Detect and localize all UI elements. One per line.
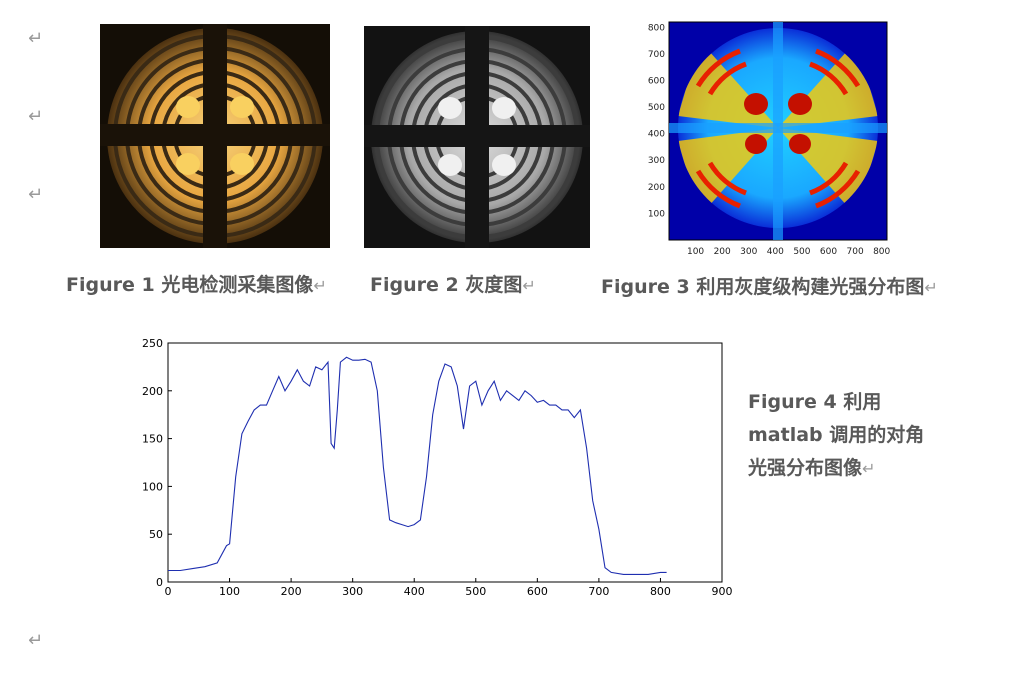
figure1-caption: Figure 1 光电检测采集图像↵ bbox=[66, 274, 327, 296]
y-tick-label: 50 bbox=[149, 528, 163, 541]
figure1-image bbox=[100, 24, 330, 248]
y-tick-label: 600 bbox=[648, 76, 665, 86]
paragraph-mark: ↵ bbox=[28, 630, 44, 651]
x-tick-label: 0 bbox=[165, 585, 172, 598]
figure4-caption-line: Figure 4 利用 bbox=[748, 391, 882, 413]
x-tick-label: 500 bbox=[465, 585, 486, 598]
figure3-heatmap: 100 200 300 400 500 600 700 800 100 200 300 400 500… bbox=[648, 21, 891, 257]
y-tick-label: 200 bbox=[648, 183, 665, 193]
x-tick-label: 400 bbox=[404, 585, 425, 598]
y-tick-label: 150 bbox=[142, 433, 163, 446]
figure3-caption: Figure 3 利用灰度级构建光强分布图↵ bbox=[601, 276, 938, 298]
y-tick-label: 800 bbox=[648, 23, 665, 33]
y-tick-label: 700 bbox=[648, 50, 665, 60]
x-tick-label: 400 bbox=[767, 247, 784, 257]
x-tick-label: 600 bbox=[820, 247, 837, 257]
x-tick-label: 500 bbox=[793, 247, 810, 257]
figure2-image bbox=[364, 26, 590, 248]
y-tick-label: 250 bbox=[142, 337, 163, 350]
series-line bbox=[168, 356, 667, 575]
x-tick-label: 100 bbox=[219, 585, 240, 598]
x-tick-label: 300 bbox=[342, 585, 363, 598]
figure4-caption: Figure 4 利用 matlab 调用的对角 光强分布图像↵ bbox=[748, 386, 978, 485]
x-tick-label: 600 bbox=[527, 585, 548, 598]
x-tick-label: 700 bbox=[847, 247, 864, 257]
x-tick-label: 800 bbox=[873, 247, 890, 257]
paragraph-mark: ↵ bbox=[28, 106, 44, 127]
figure2-caption: Figure 2 灰度图↵ bbox=[370, 274, 536, 296]
plot-area bbox=[167, 342, 723, 583]
y-tick-label: 100 bbox=[142, 480, 163, 493]
figure4-caption-line: matlab 调用的对角 bbox=[748, 424, 925, 446]
y-tick-label: 0 bbox=[156, 576, 163, 589]
y-tick-label: 500 bbox=[648, 103, 665, 113]
figure4-line-chart: 0 50 100 150 200 250 0 100 200 300 400 500 600 700 80… bbox=[142, 337, 733, 598]
y-tick-label: 400 bbox=[648, 130, 665, 140]
x-tick-label: 300 bbox=[740, 247, 757, 257]
y-tick-label: 200 bbox=[142, 385, 163, 398]
paragraph-mark: ↵ bbox=[28, 184, 44, 205]
y-tick-label: 300 bbox=[648, 156, 665, 166]
x-tick-label: 200 bbox=[281, 585, 302, 598]
x-tick-label: 900 bbox=[712, 585, 733, 598]
x-tick-label: 700 bbox=[588, 585, 609, 598]
paragraph-mark: ↵ bbox=[28, 28, 44, 49]
y-tick-label: 100 bbox=[648, 209, 665, 219]
x-tick-label: 100 bbox=[687, 247, 704, 257]
x-tick-label: 200 bbox=[714, 247, 731, 257]
figure4-caption-line: 光强分布图像↵ bbox=[748, 457, 876, 479]
x-tick-label: 800 bbox=[650, 585, 671, 598]
